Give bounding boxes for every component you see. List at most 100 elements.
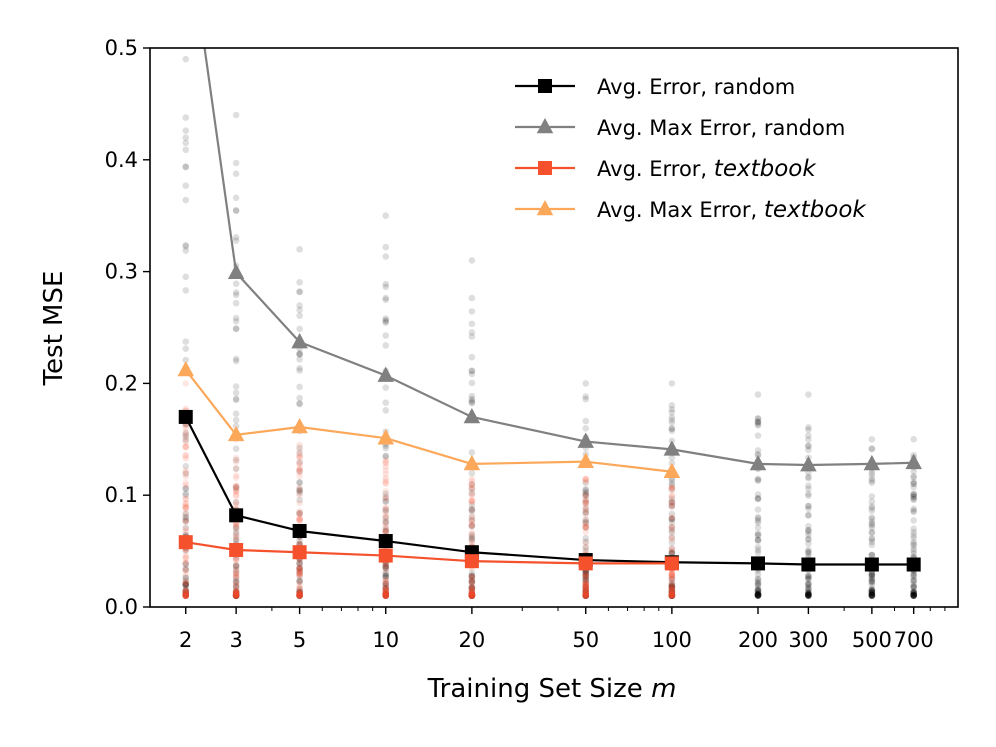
random-sample-4-40 bbox=[468, 395, 476, 403]
random-sample-1-19 bbox=[232, 591, 240, 599]
random-sample-3-37 bbox=[382, 506, 390, 513]
textbook-sample-0-13 bbox=[182, 588, 190, 595]
random-sample-10-42 bbox=[910, 528, 917, 536]
random-sample-3-46 bbox=[382, 453, 390, 460]
random-sample-9-37 bbox=[868, 515, 876, 523]
textbook-sample-3-30 bbox=[382, 590, 390, 598]
textbook-sample-0-28 bbox=[182, 578, 190, 585]
random-sample-4-61 bbox=[468, 583, 476, 591]
random-sample-4-1 bbox=[468, 573, 476, 581]
random-sample-7-41 bbox=[754, 589, 762, 597]
textbook-sample-5-71 bbox=[582, 496, 590, 504]
random-sample-6-22 bbox=[668, 587, 676, 594]
random-sample-5-46 bbox=[582, 485, 590, 493]
textbook-sample-4-73 bbox=[468, 522, 476, 529]
random-sample-5-40 bbox=[582, 490, 590, 497]
textbook-sample-5-40 bbox=[582, 577, 590, 585]
textbook-sample-4-34 bbox=[468, 592, 476, 600]
random-sample-5-13 bbox=[582, 538, 590, 546]
random-sample-1-37 bbox=[232, 588, 240, 595]
textbook-sample-0-22 bbox=[182, 592, 190, 600]
random-sample-1-49 bbox=[232, 592, 240, 599]
textbook-sample-3-44 bbox=[382, 585, 390, 593]
random-sample-2-12 bbox=[296, 591, 303, 598]
random-sample-0-53 bbox=[182, 582, 190, 590]
random-sample-8-49 bbox=[805, 574, 812, 581]
random-sample-2-9 bbox=[296, 351, 303, 358]
random-sample-0-55 bbox=[182, 591, 190, 599]
random-sample-10-70 bbox=[910, 436, 917, 443]
random-sample-7-65 bbox=[754, 530, 762, 537]
textbook-sample-2-22 bbox=[296, 589, 303, 597]
random-sample-1-43 bbox=[232, 314, 240, 322]
random-sample-7-33 bbox=[754, 450, 762, 458]
random-sample-9-26 bbox=[868, 578, 876, 586]
textbook-sample-2-5 bbox=[296, 591, 303, 599]
textbook-sample-5-28 bbox=[582, 585, 590, 593]
random-sample-3-34 bbox=[382, 586, 390, 594]
textbook-sample-3-73 bbox=[382, 503, 390, 511]
textbook-sample-6-44 bbox=[668, 585, 676, 593]
x-tick-label-10: 700 bbox=[894, 628, 934, 652]
random-sample-6-68 bbox=[668, 481, 676, 489]
random-sample-1-7 bbox=[232, 569, 240, 577]
textbook-sample-2-4 bbox=[296, 591, 303, 598]
random-sample-0-52 bbox=[182, 589, 190, 597]
random-sample-2-55 bbox=[296, 537, 303, 544]
random-sample-3-59 bbox=[382, 384, 390, 391]
random-sample-6-63 bbox=[668, 515, 676, 523]
random-sample-9-17 bbox=[868, 477, 876, 485]
x-tick-label-0: 2 bbox=[179, 628, 192, 652]
random-sample-10-26 bbox=[910, 572, 917, 579]
textbook-sample-1-71 bbox=[232, 454, 240, 462]
textbook-sample-1-16 bbox=[232, 587, 240, 595]
random-sample-3-31 bbox=[382, 399, 390, 406]
random-sample-3-19 bbox=[382, 524, 390, 532]
textbook-sample-2-33 bbox=[296, 592, 303, 599]
textbook-sample-0-73 bbox=[182, 479, 190, 487]
random-sample-8-28 bbox=[805, 588, 812, 596]
random-sample-10-41 bbox=[910, 591, 917, 599]
series-3-point-2 bbox=[291, 418, 308, 434]
series-3-point-5 bbox=[577, 452, 594, 468]
random-sample-5-2 bbox=[582, 479, 590, 487]
random-sample-9-11 bbox=[868, 503, 876, 510]
random-sample-3-12 bbox=[382, 585, 390, 593]
textbook-sample-6-59 bbox=[668, 571, 676, 579]
textbook-sample-3-58 bbox=[382, 592, 390, 600]
textbook-sample-1-5 bbox=[232, 555, 240, 563]
random-sample-3-49 bbox=[382, 590, 390, 598]
textbook-sample-2-61 bbox=[296, 453, 303, 461]
random-sample-4-28 bbox=[468, 505, 476, 513]
random-sample-3-52 bbox=[382, 498, 390, 505]
random-sample-2-7 bbox=[296, 567, 303, 575]
random-sample-7-40 bbox=[754, 532, 762, 539]
random-sample-3-55 bbox=[382, 518, 390, 525]
random-sample-5-54 bbox=[582, 573, 590, 580]
textbook-sample-6-54 bbox=[668, 592, 676, 600]
random-sample-8-24 bbox=[805, 576, 812, 583]
textbook-sample-5-14 bbox=[582, 505, 590, 513]
random-sample-3-4 bbox=[382, 592, 390, 600]
random-sample-0-72 bbox=[182, 273, 190, 281]
random-sample-6-71 bbox=[668, 406, 676, 413]
series-2-point-4 bbox=[464, 554, 479, 569]
random-sample-10-57 bbox=[910, 577, 917, 584]
textbook-sample-1-75 bbox=[232, 501, 240, 509]
textbook-sample-5-44 bbox=[582, 523, 590, 531]
random-sample-6-72 bbox=[668, 413, 676, 421]
random-sample-6-59 bbox=[668, 408, 676, 416]
random-sample-9-50 bbox=[868, 592, 876, 600]
random-sample-9-32 bbox=[868, 504, 876, 512]
random-sample-10-44 bbox=[910, 467, 917, 475]
random-sample-7-11 bbox=[754, 591, 762, 598]
textbook-sample-3-32 bbox=[382, 588, 390, 595]
random-sample-7-17 bbox=[754, 524, 762, 531]
textbook-sample-5-5 bbox=[582, 585, 590, 593]
random-sample-6-65 bbox=[668, 480, 676, 487]
random-sample-4-21 bbox=[468, 489, 476, 497]
random-sample-4-55 bbox=[468, 469, 476, 477]
random-sample-0-63 bbox=[182, 514, 190, 522]
random-sample-7-9 bbox=[754, 587, 762, 595]
textbook-sample-3-21 bbox=[382, 526, 390, 533]
